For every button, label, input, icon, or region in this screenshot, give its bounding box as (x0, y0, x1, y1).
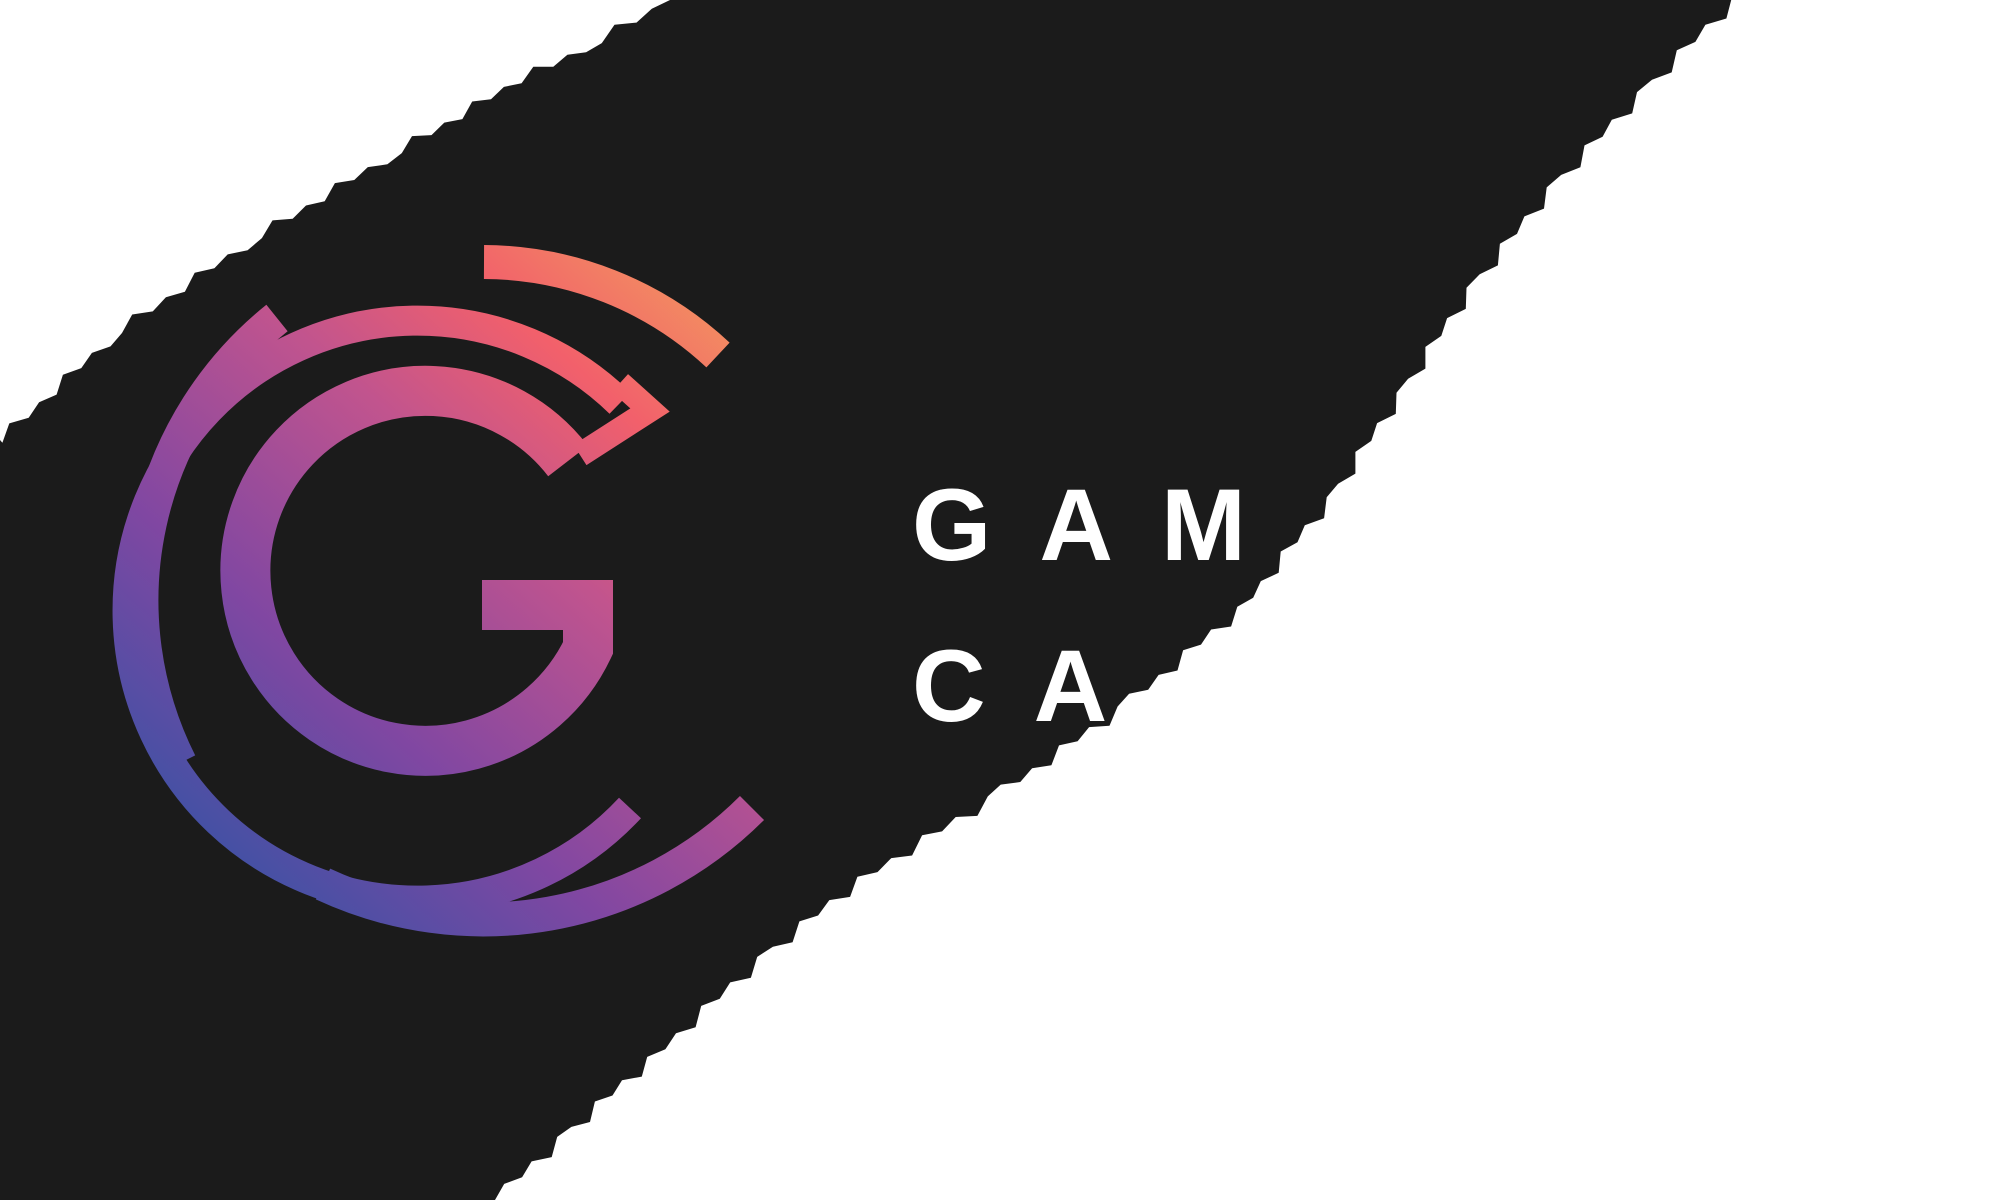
wordmark-line-2: CA (912, 629, 1155, 743)
logo-outer-top-arc (483, 245, 730, 368)
logo-inner-g (220, 365, 613, 776)
logo-middle-ring (112, 305, 641, 916)
logo-emblem (112, 245, 765, 937)
logo-g-hook (573, 374, 670, 466)
wordmark-line-1: GAM (912, 468, 1294, 582)
